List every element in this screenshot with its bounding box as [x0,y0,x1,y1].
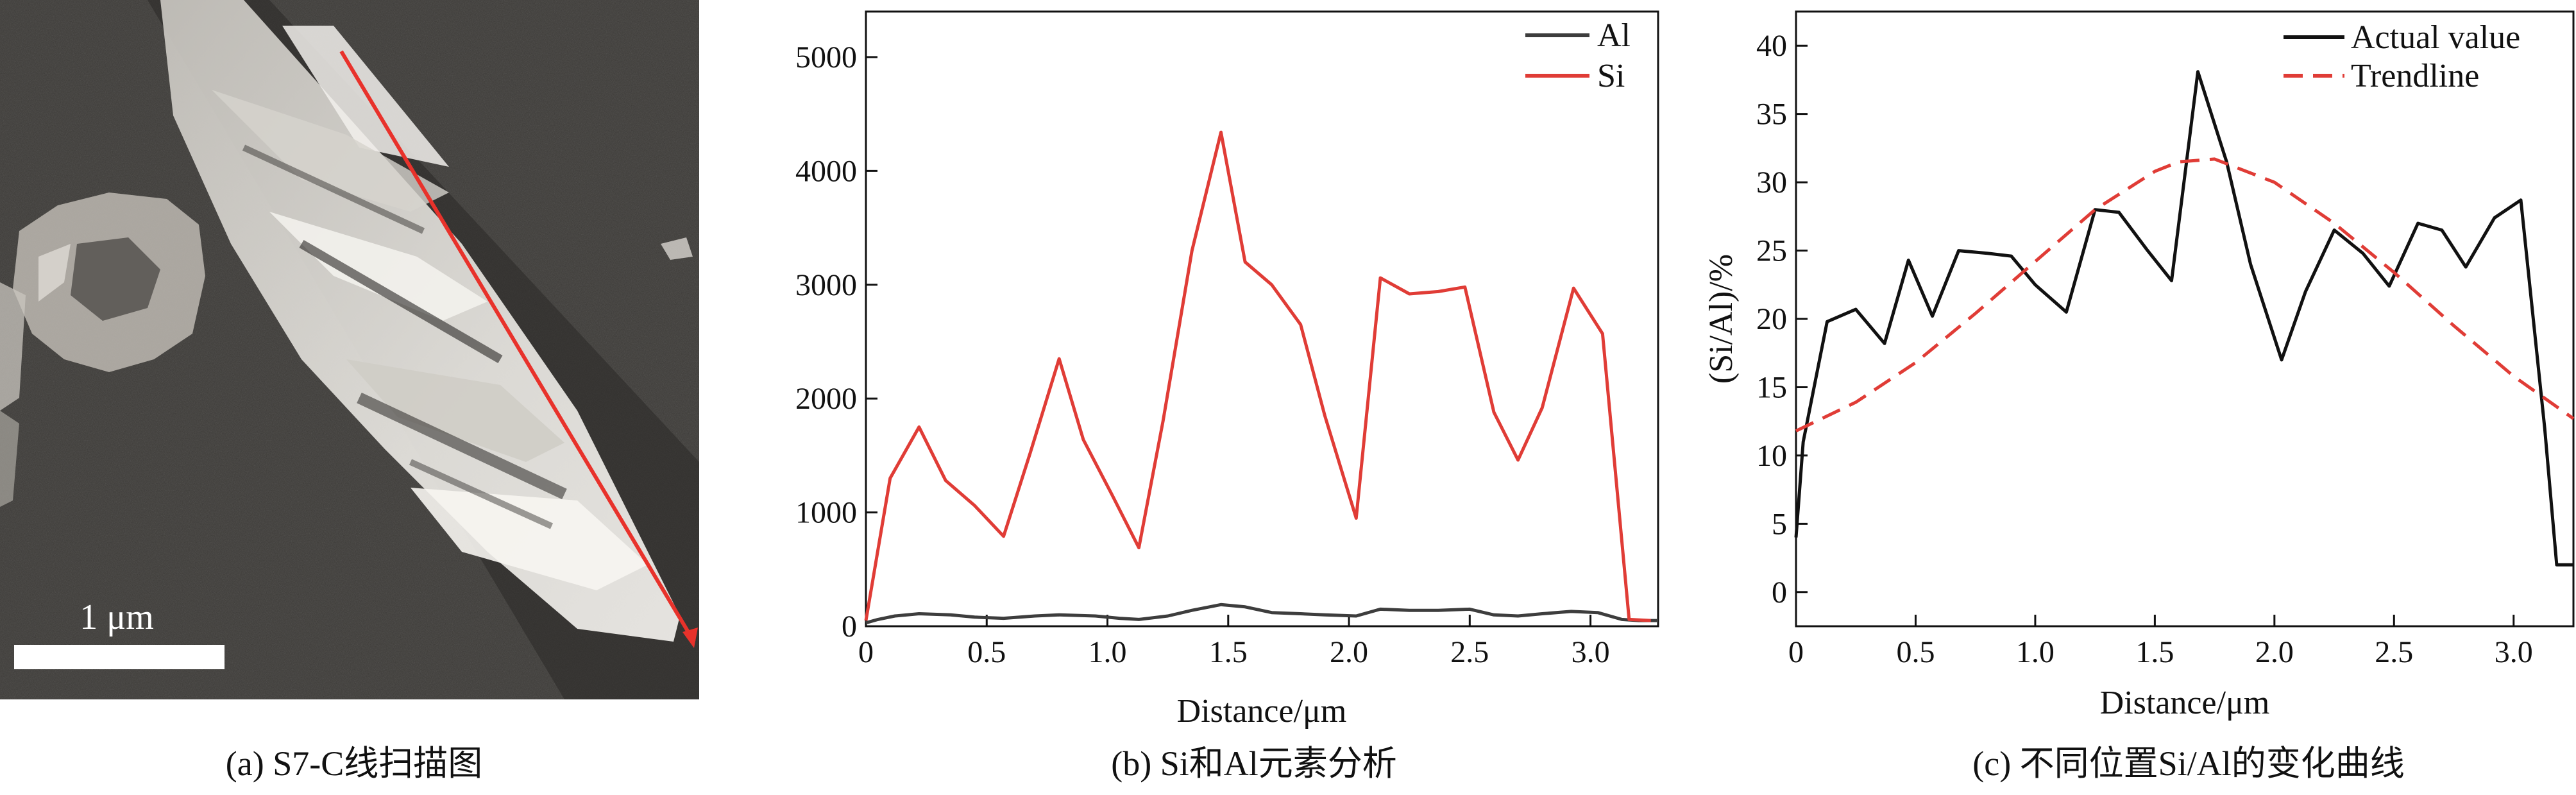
y-tick-label: 1000 [795,496,857,530]
series-line-actual-value [1794,70,2573,567]
y-tick-label: 30 [1756,166,1787,200]
x-axis-label: Distance/μm [1177,693,1347,730]
x-tick-label: 1.5 [1209,635,1248,669]
x-tick-label: 0.5 [967,635,1006,669]
series-line-al [865,603,1658,625]
x-tick-label: 2.5 [2375,635,2413,669]
legend: Actual value Trendline [2284,19,2520,94]
x-axis-label: Distance/μm [2100,685,2270,721]
caption-c: (c) 不同位置Si/Al的变化曲线 [1972,744,2404,783]
series-line-si [864,130,1651,622]
y-tick-label: 35 [1756,98,1787,132]
caption-a: (a) S7-C线扫描图 [226,744,482,783]
x-tick-label: 0 [858,635,874,669]
legend: Al Si [1525,17,1631,94]
scale-bar-label: 1 μm [80,597,154,637]
crystal-stack [160,0,680,642]
y-axis: 0 1000 2000 3000 4000 5000 [795,40,877,644]
y-tick-label: 5000 [795,40,857,74]
x-tick-label: 2.5 [1450,635,1489,669]
x-tick-label: 1.0 [2016,635,2055,669]
chart-si-al-analysis: 0 1000 2000 3000 4000 5000 0 0.5 1.0 1.5 2.0 2.5 3.… [795,10,1659,783]
legend-label-actual: Actual value [2351,19,2520,56]
legend-label-trend: Trendline [2351,58,2479,94]
legend-label-si: Si [1597,58,1625,94]
scale-bar [14,645,225,669]
y-tick-label: 2000 [795,382,857,416]
x-tick-label: 0 [1788,635,1804,669]
sem-micrograph-panel: 1 μm [0,0,699,699]
small-speck [661,237,693,260]
chart-si-al-ratio: 0 5 10 15 20 25 30 35 40 0 0.5 1.0 1.5 2.0 2.5 3.0 Act… [1703,10,2575,783]
y-tick-label: 0 [842,610,857,644]
y-axis: 0 5 10 15 20 25 30 35 40 [1756,29,1808,610]
aggregate-particle [0,192,205,507]
x-tick-label: 0.5 [1896,635,1935,669]
y-tick-label: 40 [1756,29,1787,63]
x-axis: 0 0.5 1.0 1.5 2.0 2.5 3.0 [858,615,1610,669]
y-tick-label: 15 [1756,370,1787,404]
x-tick-label: 3.0 [1572,635,1610,669]
series-group [864,130,1658,625]
y-axis-label: (Si/Al)/% [1703,254,1740,384]
y-tick-label: 5 [1772,507,1787,541]
x-tick-label: 2.0 [2255,635,2294,669]
y-tick-label: 4000 [795,154,857,188]
x-tick-label: 3.0 [2495,635,2533,669]
y-tick-label: 0 [1772,576,1787,610]
y-tick-label: 20 [1756,302,1787,336]
plot-frame [1795,10,2575,628]
x-tick-label: 1.0 [1089,635,1127,669]
x-axis: 0 0.5 1.0 1.5 2.0 2.5 3.0 [1788,615,2533,669]
x-tick-label: 2.0 [1330,635,1368,669]
scan-line-arrowhead [682,628,698,648]
scan-line [339,50,696,643]
y-tick-label: 10 [1756,439,1787,473]
x-tick-label: 1.5 [2135,635,2174,669]
y-tick-label: 25 [1756,234,1787,268]
y-tick-label: 3000 [795,268,857,302]
caption-b: (b) Si和Al元素分析 [1111,744,1397,783]
series-line-trendline [1795,157,2575,432]
series-group [1794,70,2575,567]
plot-frame [865,10,1659,628]
legend-label-al: Al [1597,17,1631,54]
